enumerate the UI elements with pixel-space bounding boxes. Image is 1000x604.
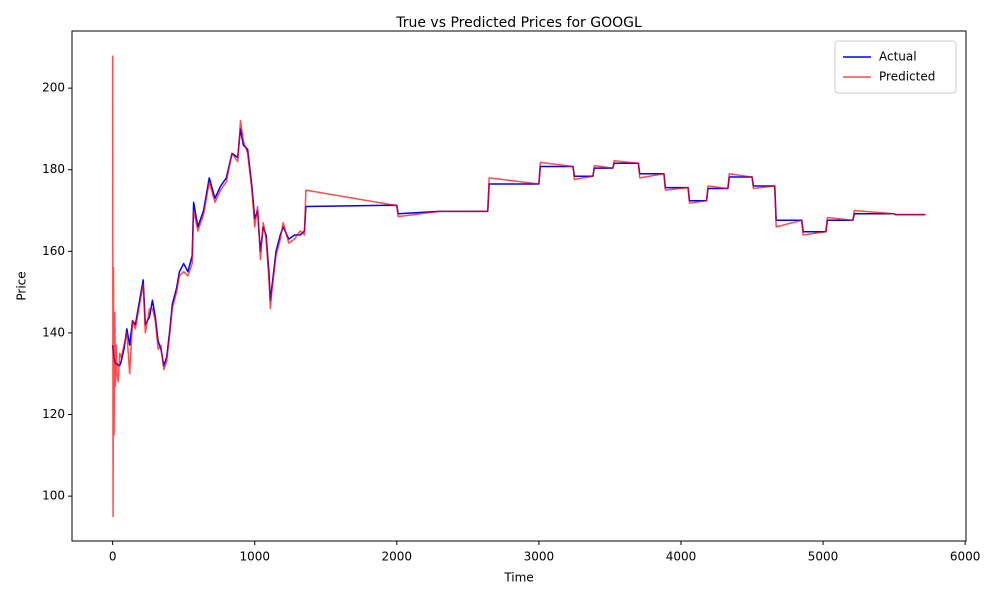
y-tick-label: 120	[42, 407, 65, 421]
y-tick-label: 100	[42, 489, 65, 503]
y-tick-label: 140	[42, 325, 65, 339]
x-tick-label: 4000	[666, 550, 697, 564]
x-axis-label: Time	[503, 571, 533, 585]
x-tick-label: 2000	[382, 550, 413, 564]
x-tick-label: 3000	[524, 550, 555, 564]
y-tick-label: 200	[42, 81, 65, 95]
series-line	[111, 128, 926, 367]
legend-label: Actual	[879, 50, 917, 64]
y-axis-label: Price	[15, 271, 29, 300]
x-tick-label: 6000	[950, 550, 981, 564]
legend-label: Predicted	[879, 70, 935, 84]
x-tick-label: 0	[109, 550, 117, 564]
x-tick-label: 5000	[808, 550, 839, 564]
chart-title: True vs Predicted Prices for GOOGL	[395, 15, 642, 31]
y-tick-label: 180	[42, 162, 65, 176]
plot-frame	[71, 30, 967, 542]
series-line	[111, 55, 926, 518]
y-tick-label: 160	[42, 244, 65, 258]
x-tick-label: 1000	[239, 550, 270, 564]
legend-box	[834, 40, 957, 94]
